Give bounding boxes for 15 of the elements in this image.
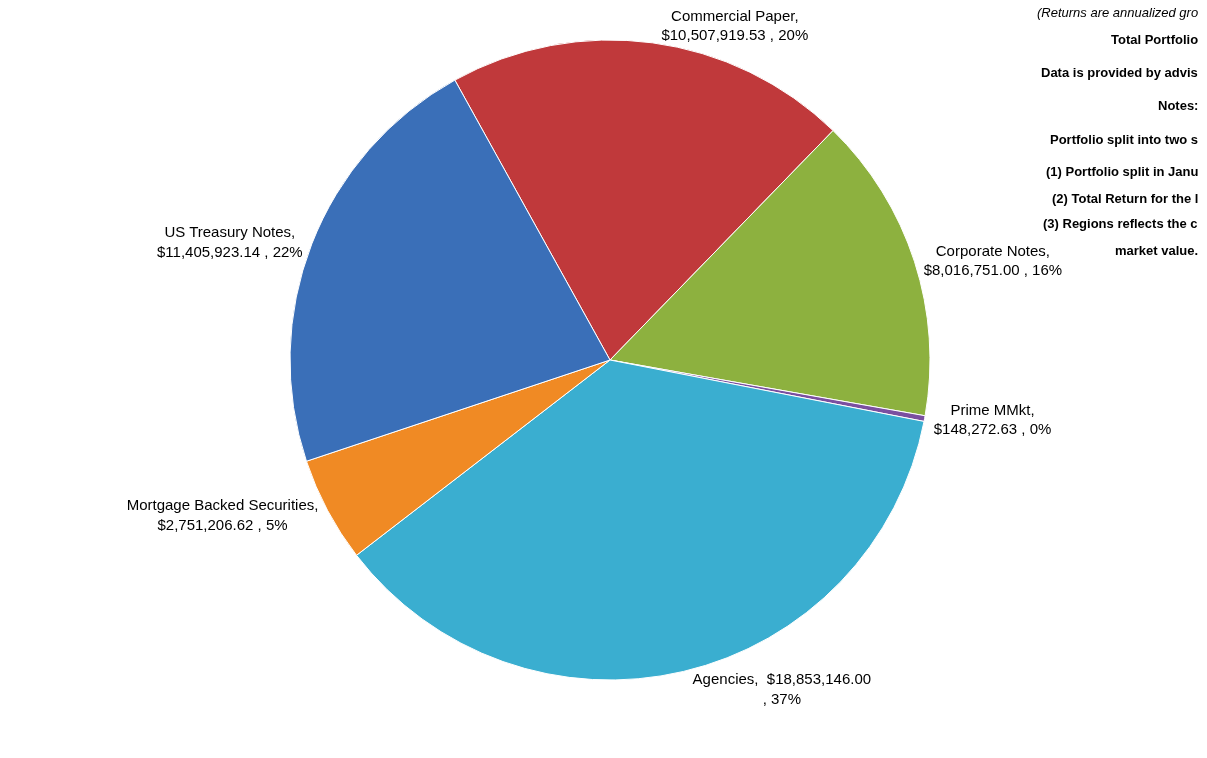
slice-label: Prime MMkt, $148,272.63 , 0% [933, 400, 1052, 438]
slice-label: Corporate Notes, $8,016,751.00 , 16% [923, 241, 1063, 279]
text: Portfolio split into two s [1050, 132, 1199, 147]
text: (2) Total Return for the l [1052, 191, 1199, 206]
text: (Returns are annualized gro [1037, 5, 1199, 20]
slice-label: Mortgage Backed Securities, $2,751,206.62 , 5% [126, 496, 319, 533]
text: market value. [1115, 243, 1199, 258]
text: (1) Portfolio split in Janu [1046, 164, 1199, 179]
text: Notes: [1158, 98, 1199, 113]
slice-label: US Treasury Notes, $11,405,923.14 , 22% [157, 223, 303, 260]
text: Total Portfolio [1111, 32, 1199, 47]
slice-label: Commercial Paper, $10,507,919.53 , 20% [661, 6, 809, 44]
text: (3) Regions reflects the c [1043, 216, 1198, 231]
text: Data is provided by advis [1041, 65, 1198, 80]
slice-label: Agencies, $18,853,146.00 , 37% [692, 670, 872, 707]
